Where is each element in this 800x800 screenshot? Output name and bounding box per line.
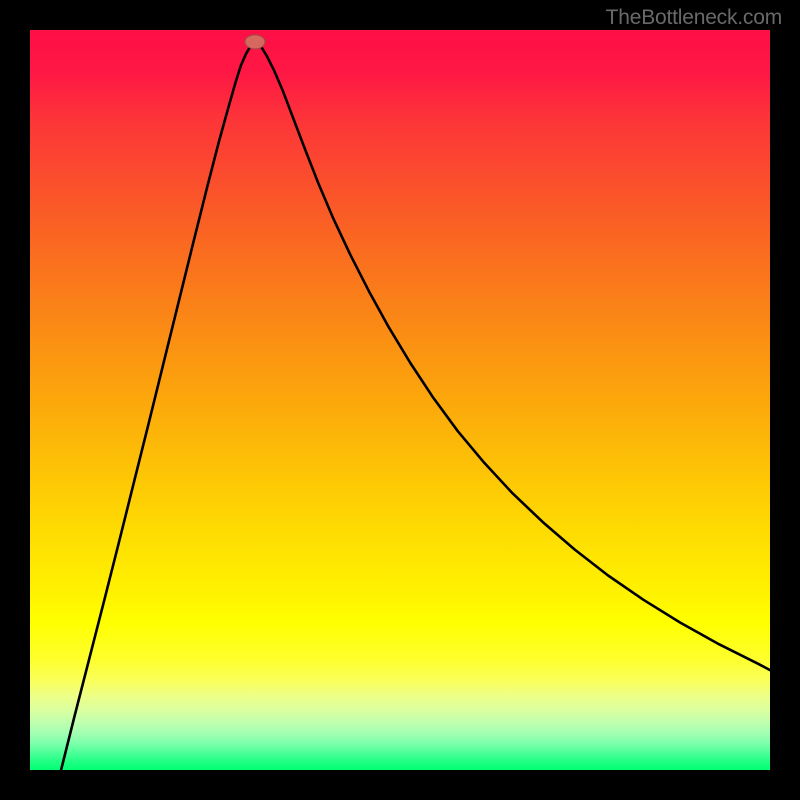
chart-frame: TheBottleneck.com <box>0 0 800 800</box>
plot-background <box>30 30 770 770</box>
watermark-text: TheBottleneck.com <box>606 6 782 30</box>
plot-area <box>30 30 770 770</box>
minimum-marker <box>245 35 265 49</box>
